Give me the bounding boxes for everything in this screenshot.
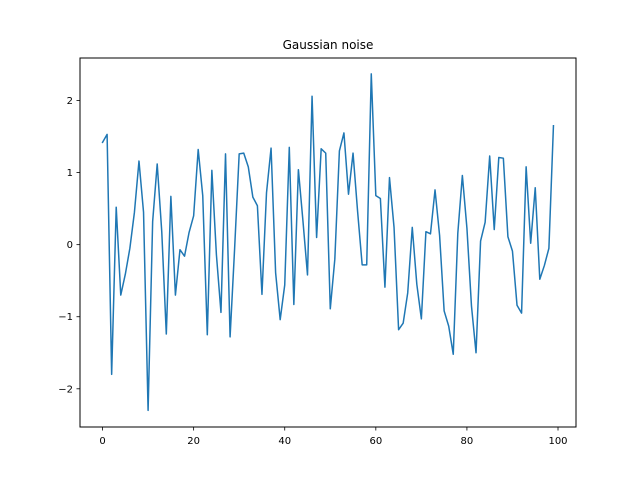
- x-tick-label: 60: [369, 436, 382, 447]
- series-line: [101, 73, 555, 412]
- y-axis-ticks: −2 −1 0 1 2: [58, 96, 80, 395]
- axes-frame: [79, 57, 577, 428]
- x-tick-label: 0: [99, 436, 105, 447]
- x-axis-ticks: 0 20 40 60 80 100: [99, 427, 568, 447]
- x-tick-label: 40: [278, 436, 291, 447]
- y-tick-label: 2: [67, 96, 73, 107]
- y-tick-label: −2: [58, 384, 73, 395]
- y-tick-label: 1: [67, 168, 73, 179]
- y-tick-label: −1: [58, 312, 73, 323]
- x-tick-label: 20: [187, 436, 200, 447]
- y-tick-label: 0: [67, 240, 73, 251]
- x-tick-label: 80: [461, 436, 474, 447]
- plot-area: [101, 73, 555, 412]
- chart-title: Gaussian noise: [283, 38, 374, 52]
- x-tick-label: 100: [548, 436, 567, 447]
